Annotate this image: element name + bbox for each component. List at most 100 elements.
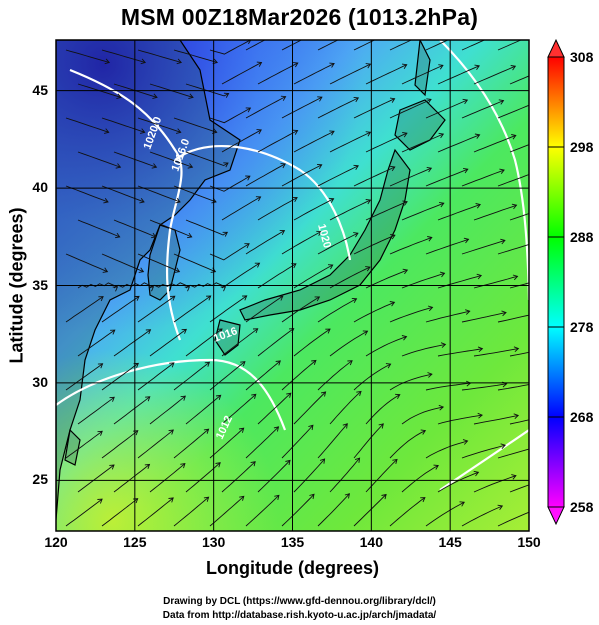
streamline-arrowhead	[309, 493, 315, 500]
isobar-1012	[439, 40, 529, 301]
streamline-arrowhead	[244, 243, 250, 249]
streamline-arrowhead	[151, 163, 158, 169]
x-tick-label: 125	[123, 534, 147, 550]
streamline-arrowhead	[275, 360, 281, 366]
streamline-arrowhead	[205, 295, 212, 301]
map-title: MSM 00Z18Mar2026 (1013.2hPa)	[120, 4, 479, 30]
streamline	[137, 295, 176, 323]
streamline	[461, 444, 506, 459]
streamline	[245, 230, 285, 255]
streamline-arrowhead	[169, 362, 175, 368]
streamline	[113, 464, 150, 493]
streamline-arrowhead	[462, 98, 469, 105]
streamline	[113, 329, 151, 357]
streamline	[473, 275, 518, 289]
streamline	[77, 464, 115, 493]
streamline-arrowhead	[180, 463, 186, 469]
streamline-arrowhead	[223, 162, 229, 168]
streamline-arrowhead	[573, 444, 578, 449]
streamline	[473, 348, 519, 357]
streamline	[137, 253, 180, 273]
streamline-arrowhead	[110, 329, 116, 335]
streamline	[101, 430, 139, 459]
streamline	[353, 423, 384, 459]
streamline-arrowhead	[354, 29, 359, 34]
streamline-arrowhead	[535, 507, 540, 512]
streamline-arrowhead	[215, 394, 222, 400]
streamline	[497, 174, 529, 187]
streamline-arrowhead	[281, 29, 286, 34]
streamline	[293, 328, 331, 357]
streamline-arrowhead	[571, 100, 576, 105]
streamline	[101, 253, 144, 273]
streamline	[221, 62, 262, 85]
colorbar	[547, 38, 565, 526]
streamline	[245, 96, 286, 119]
streamline-arrowhead	[584, 476, 589, 481]
streamline	[173, 253, 216, 273]
streamline-arrowhead	[240, 361, 246, 367]
streamline	[437, 471, 479, 493]
streamline	[317, 423, 348, 459]
streamline-arrowhead	[463, 167, 469, 174]
streamline	[245, 295, 284, 323]
streamline	[101, 296, 140, 323]
streamline	[497, 243, 529, 255]
streamline	[257, 460, 291, 493]
streamline-arrowhead	[401, 63, 408, 69]
y-tick-label: 35	[32, 276, 48, 293]
streamline-arrowhead	[292, 129, 299, 135]
streamline	[221, 328, 258, 357]
streamline	[65, 296, 104, 323]
streamline	[461, 40, 486, 51]
streamline-arrowhead	[144, 463, 151, 469]
y-tick-label: 45	[32, 81, 48, 98]
streamline	[317, 360, 353, 391]
credit-data: Data from http://database.rish.kyoto-u.a…	[162, 610, 437, 621]
streamline-arrowhead	[184, 286, 191, 292]
streamline	[365, 132, 408, 153]
streamline	[209, 427, 244, 459]
streamline	[221, 262, 260, 289]
streamline-arrowhead	[255, 196, 262, 202]
streamline	[461, 383, 507, 391]
streamline	[437, 204, 481, 221]
asian-continent	[56, 40, 241, 521]
streamline	[281, 231, 322, 255]
streamline	[461, 100, 504, 119]
streamline-arrowhead	[148, 286, 155, 292]
streamline-arrowhead	[511, 134, 517, 140]
streamline	[185, 394, 221, 425]
streamline	[497, 384, 529, 391]
streamline-arrowhead	[342, 423, 348, 429]
streamline	[185, 328, 223, 357]
streamline-arrowhead	[109, 396, 115, 402]
streamline	[101, 117, 145, 133]
x-tick-label: 135	[280, 534, 305, 550]
streamline-arrowhead	[223, 92, 230, 98]
streamline-arrowhead	[538, 380, 542, 385]
streamline-arrowhead	[327, 264, 334, 270]
streamline-arrowhead	[176, 58, 183, 65]
streamline	[329, 131, 371, 153]
streamline-arrowhead	[329, 130, 335, 136]
streamline	[389, 98, 432, 119]
streamline	[209, 40, 252, 55]
streamline	[401, 465, 439, 493]
streamline	[497, 448, 529, 459]
y-tick-label: 40	[32, 179, 48, 196]
streamline-arrowhead	[571, 32, 576, 37]
streamline	[293, 264, 333, 289]
streamline	[437, 134, 480, 153]
streamline-arrowhead	[420, 497, 426, 503]
streamline-arrowhead	[354, 457, 361, 463]
streamline-arrowhead	[497, 504, 504, 511]
streamline	[461, 312, 507, 323]
streamline	[317, 298, 357, 323]
streamline-arrowhead	[97, 363, 104, 369]
streamline	[317, 165, 359, 187]
streamline-arrowhead	[97, 430, 103, 436]
streamline	[281, 360, 317, 391]
korean-peninsula	[147, 224, 181, 301]
